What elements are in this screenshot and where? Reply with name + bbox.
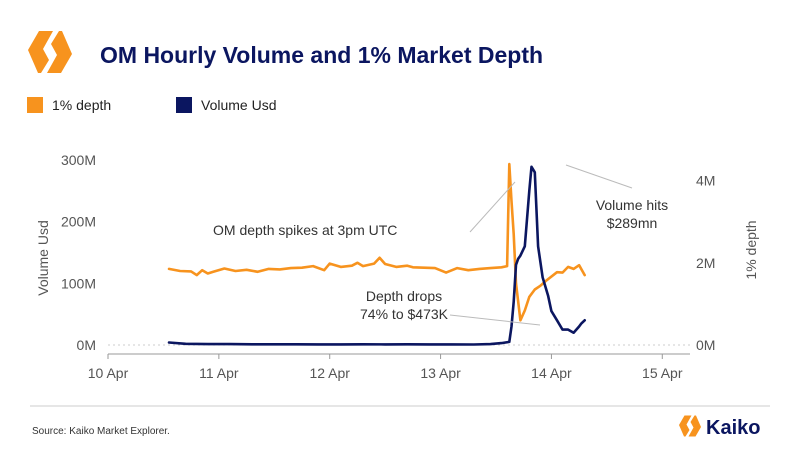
y-left-tick-label: 300M	[61, 152, 96, 168]
legend: 1% depth Volume Usd	[27, 97, 276, 113]
annotation-leaders	[449, 164, 633, 326]
series-line-volume	[167, 165, 587, 346]
x-tick-label: 14 Apr	[531, 365, 572, 381]
legend-swatch-volume	[176, 97, 192, 113]
source-note: Source: Kaiko Market Explorer.	[32, 426, 170, 437]
series-line-depth	[167, 162, 587, 322]
brand-mark: Kaiko	[679, 415, 760, 439]
x-tick-label: 12 Apr	[309, 365, 350, 381]
annotation-volume-hit-line-2: $289mn	[607, 215, 658, 231]
brand-name: Kaiko	[706, 417, 760, 439]
y-left-axis-label: Volume Usd	[35, 220, 51, 295]
annotation-volume-hit-line-1: Volume hits	[596, 197, 668, 213]
y-right-tick-label: 4M	[696, 173, 715, 189]
y-left-tick-label: 200M	[61, 214, 96, 230]
kaiko-small-logo-icon	[679, 415, 701, 437]
annotation-depth-drop-line-1: Depth drops	[366, 288, 442, 304]
annotation-depth-drop-line-2: 74% to $473K	[360, 306, 449, 322]
y-left-tick-label: 100M	[61, 275, 96, 291]
x-tick-label: 15 Apr	[642, 365, 683, 381]
legend-label-volume: Volume Usd	[201, 97, 276, 113]
x-tick-label: 11 Apr	[199, 365, 239, 381]
leader-depth-drop	[449, 314, 541, 326]
leader-volume-hit	[565, 164, 633, 189]
legend-label-depth: 1% depth	[52, 97, 111, 113]
x-tick-label: 10 Apr	[88, 365, 129, 381]
axes: 0M 100M 200M 300M 0M 2M 4M 10 Apr 11 Apr 12 Apr 13…	[35, 152, 759, 381]
leader-depth-spike	[469, 181, 516, 233]
annotations: OM depth spikes at 3pm UTC Depth drops 7…	[213, 197, 668, 322]
page-title: OM Hourly Volume and 1% Market Depth	[100, 42, 543, 68]
y-right-tick-label: 0M	[696, 337, 715, 353]
annotation-depth-spike: OM depth spikes at 3pm UTC	[213, 222, 397, 238]
y-right-axis-label: 1% depth	[743, 220, 759, 279]
legend-swatch-depth	[27, 97, 43, 113]
series-lines	[167, 162, 587, 346]
kaiko-logo-icon	[28, 31, 72, 73]
y-right-tick-label: 2M	[696, 255, 715, 271]
y-left-tick-label: 0M	[77, 337, 96, 353]
x-tick-label: 13 Apr	[420, 365, 461, 381]
